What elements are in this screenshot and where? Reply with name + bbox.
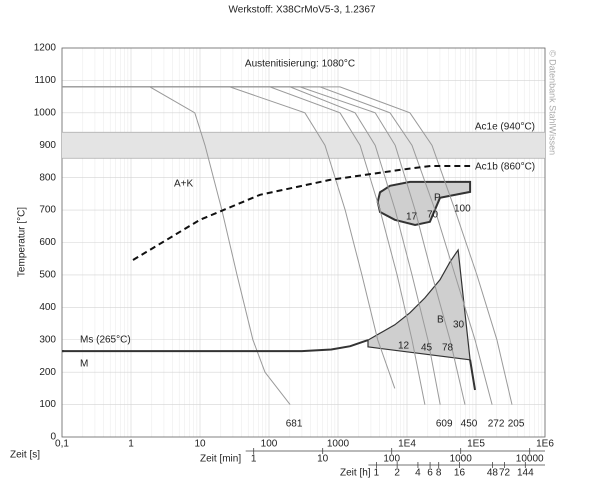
secondary-tick-label: 48	[487, 468, 499, 479]
plot-frame	[61, 47, 546, 438]
cooling-curve	[62, 86, 426, 405]
x-tick-label: 1E6	[536, 439, 554, 450]
cooling-curve	[62, 86, 466, 405]
hardness-label: 609	[436, 419, 453, 430]
austenitizing-label: Austenitisierung: 1080°C	[245, 59, 355, 70]
ms-label: Ms (265°C)	[80, 335, 131, 346]
hardness-label: 681	[286, 419, 303, 430]
ac-band	[62, 132, 545, 159]
y-tick-label: 800	[39, 172, 56, 183]
hardness-label: 205	[508, 419, 525, 430]
y-tick-label: 700	[39, 205, 56, 216]
ac1e-label: Ac1e (940°C)	[475, 122, 535, 133]
bainite-tail	[469, 359, 476, 391]
pearlite-region	[376, 180, 472, 227]
secondary-tick-label: 72	[499, 468, 511, 479]
phase-label: B	[437, 315, 444, 326]
secondary-tick-label: 10000	[516, 454, 544, 465]
secondary-tick-label: 144	[517, 468, 534, 479]
secondary-tick-label: 4	[415, 468, 421, 479]
cooling-curve	[62, 86, 493, 405]
bainite-percent: 78	[442, 343, 454, 354]
chart-title: Werkstoff: X38CrMoV5-3, 1.2367	[229, 5, 376, 16]
pearlite-percent: 100	[454, 204, 471, 215]
bainite-percent: 45	[421, 343, 433, 354]
secondary-tick-label: 8	[436, 468, 442, 479]
cooling-curve	[62, 86, 441, 405]
phase-label: P	[434, 193, 441, 204]
y-tick-label: 100	[39, 399, 56, 410]
minutes-axis-label: Zeit [min]	[200, 454, 241, 465]
y-tick-label: 0	[50, 432, 56, 443]
cooling-curve	[62, 86, 396, 389]
phase-label: A+K	[174, 179, 194, 190]
secondary-tick-label: 1000	[450, 454, 473, 465]
x-tick-label: 1000	[327, 439, 350, 450]
pearlite-percent: 70	[427, 210, 439, 221]
y-tick-label: 1100	[34, 75, 56, 86]
secondary-tick-label: 2	[394, 468, 400, 479]
watermark: © Datenbank StahlWissen	[548, 50, 558, 155]
x-tick-label: 100	[261, 439, 278, 450]
x-tick-label: 1E4	[398, 439, 416, 450]
secondary-tick-label: 1	[374, 468, 380, 479]
hardness-label: 450	[461, 419, 478, 430]
bainite-percent: 12	[398, 341, 410, 352]
y-tick-label: 600	[39, 237, 56, 248]
y-tick-label: 1000	[34, 107, 57, 118]
hours-axis-label: Zeit [h]	[340, 468, 371, 479]
bainite-percent: 30	[453, 320, 465, 331]
y-tick-label: 500	[39, 270, 56, 281]
cooling-curve	[62, 86, 513, 405]
secondary-tick-label: 10	[317, 454, 329, 465]
y-axis-label: Temperatur [°C]	[17, 207, 28, 277]
secondary-tick-label: 16	[454, 468, 466, 479]
hardness-label: 272	[488, 419, 505, 430]
y-tick-label: 200	[39, 367, 56, 378]
y-tick-label: 400	[39, 302, 56, 313]
plot-area: 0100200300400500600700800900100011001200…	[34, 43, 555, 450]
pearlite-percent: 17	[406, 212, 418, 223]
carbide-line	[132, 165, 471, 261]
secondary-tick-label: 6	[427, 468, 433, 479]
ms-line	[62, 339, 369, 353]
x-axis-label: Zeit [s]	[10, 450, 40, 461]
secondary-tick-label: 1	[251, 454, 257, 465]
secondary-tick-label: 100	[383, 454, 400, 465]
x-tick-label: 1	[128, 439, 134, 450]
y-tick-label: 1200	[34, 43, 57, 54]
x-tick-label: 1E5	[467, 439, 485, 450]
y-tick-label: 900	[39, 140, 56, 151]
x-tick-label: 0,1	[55, 439, 69, 450]
y-tick-label: 300	[39, 334, 56, 345]
phase-label: M	[80, 359, 88, 370]
x-tick-label: 10	[194, 439, 206, 450]
ac1b-label: Ac1b (860°C)	[475, 162, 535, 173]
